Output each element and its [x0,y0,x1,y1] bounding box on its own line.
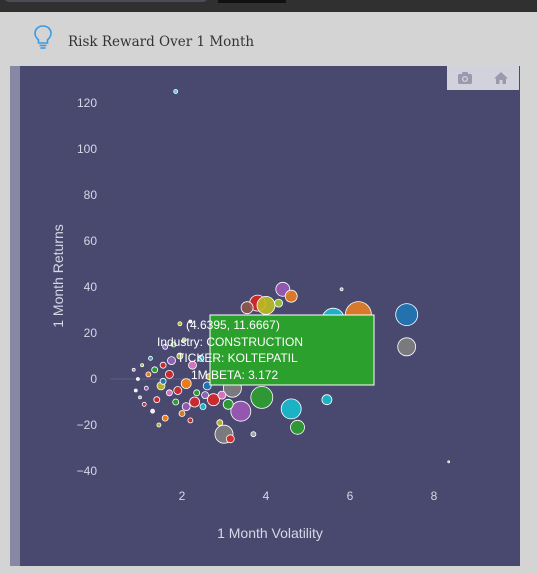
scatter-point[interactable] [274,298,284,308]
y-tick-label: 100 [77,142,97,156]
tooltip-line: TICKER: KOLTEPATIL [177,351,298,365]
scatter-point[interactable] [161,414,169,422]
scatter-point[interactable] [159,377,167,385]
y-tick-label: −40 [77,464,98,478]
top-bar [0,0,537,12]
scatter-point[interactable] [164,369,174,379]
chart-area: 120 100 80 60 40 20 0 −20 −40 2 4 6 8 1 Month Volatil… [10,66,520,566]
scatter-point[interactable] [217,390,227,400]
scatter-point[interactable] [140,363,145,368]
scatter-point[interactable] [207,393,220,407]
scatter-point[interactable] [240,301,254,315]
top-tab-block[interactable] [218,0,286,3]
scatter-point[interactable] [193,389,201,397]
scatter-point[interactable] [339,287,344,292]
scatter-point[interactable] [141,401,147,407]
scatter-point[interactable] [395,303,419,327]
tooltip-line: 1M BETA: 3.172 [191,368,278,382]
y-axis-title: 1 Month Returns [50,224,66,328]
scatter-point[interactable] [290,419,305,435]
scatter-point[interactable] [201,391,210,400]
scatter-point[interactable] [159,361,167,369]
scatter-point[interactable] [151,366,159,374]
scatter-point[interactable] [284,289,298,303]
y-tick-label: 120 [77,96,97,110]
scatter-point[interactable] [173,386,183,395]
scatter-point[interactable] [180,378,192,390]
y-tick-label: 0 [90,372,97,386]
scatter-point[interactable] [397,337,417,357]
scatter-point[interactable] [216,419,224,427]
home-icon[interactable] [491,68,511,88]
scatter-point[interactable] [188,319,193,324]
scatter-point[interactable] [250,431,257,438]
scatter-point[interactable] [177,321,183,327]
scatter-point[interactable] [181,402,191,412]
scatter-point[interactable] [187,417,194,424]
scatter-point[interactable] [321,394,333,406]
scatter-point[interactable] [222,398,234,410]
scatter-point[interactable] [167,356,176,366]
x-axis-title: 1 Month Volatility [217,525,323,541]
scatter-point[interactable] [447,460,451,464]
scatter-point[interactable] [256,295,276,315]
scatter-point[interactable] [170,341,177,348]
scatter-point[interactable] [150,408,156,414]
scatter-point[interactable] [225,434,235,444]
scatter-point[interactable] [230,400,252,422]
scatter-point[interactable] [173,89,179,94]
tooltip-box [209,314,375,386]
x-tick-label: 6 [347,489,354,503]
y-tick-label: 20 [84,326,98,340]
chart-card-title: Risk Reward Over 1 Month [68,34,255,50]
scatter-point[interactable] [250,385,274,409]
camera-icon[interactable] [455,68,475,88]
scatter-point[interactable] [138,395,142,400]
scatter-point[interactable] [202,381,212,391]
scatter-point[interactable] [178,410,186,417]
y-tick-label: 60 [84,234,98,248]
scatter-point[interactable] [136,377,140,381]
lightbulb-icon [34,25,52,49]
y-tick-label: −20 [77,418,98,432]
x-tick-label: 4 [263,489,270,503]
x-tick-label: 8 [431,489,438,503]
scatter-point[interactable] [199,403,207,411]
scatter-point[interactable] [176,352,184,360]
scatter-point[interactable] [197,354,205,362]
scatter-point[interactable] [172,398,180,406]
scatter-point[interactable] [165,389,173,397]
scatter-point[interactable] [181,337,187,343]
scatter-point[interactable] [189,396,201,408]
scatter-point[interactable] [143,385,149,391]
x-tick-label: 2 [179,489,186,503]
scatter-point[interactable] [148,355,153,361]
scatter-point[interactable] [156,422,162,428]
y-tick-label: 40 [84,280,98,294]
scatter-point[interactable] [162,343,169,350]
tooltip-line: (4.6395, 11.6667) [186,318,280,332]
tooltip-line: Industry: CONSTRUCTION [157,335,303,349]
chart-modebar [447,66,519,90]
y-tick-label: 80 [84,188,98,202]
scatter-point[interactable] [131,367,136,372]
chart-card: Risk Reward Over 1 Month 120 100 80 60 40 20 0… [0,14,537,574]
top-tab-pill[interactable] [4,0,208,2]
scatter-point[interactable] [188,360,197,370]
scatter-point[interactable] [133,388,138,393]
scatter-point[interactable] [280,398,302,420]
scatter-point[interactable] [153,396,161,404]
card-header: Risk Reward Over 1 Month [0,14,537,66]
chart-left-strip [10,66,20,566]
scatter-plot[interactable]: 120 100 80 60 40 20 0 −20 −40 2 4 6 8 1 Month Volatil… [10,66,520,566]
scatter-point[interactable] [145,371,152,378]
